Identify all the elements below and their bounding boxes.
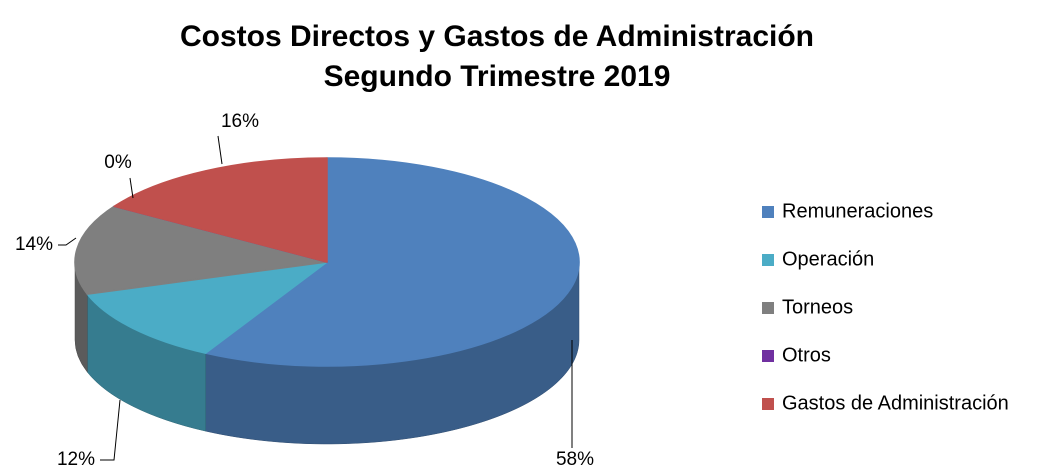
chart-title: Costos Directos y Gastos de Administraci…: [180, 20, 814, 53]
data-label: 16%: [221, 111, 259, 132]
pie-slice: [86, 261, 328, 354]
legend-label: Remuneraciones: [782, 200, 933, 222]
legend-label: Otros: [782, 344, 831, 366]
legend-swatch: [762, 350, 774, 362]
legend-label: Operación: [782, 248, 874, 270]
legend-swatch: [762, 398, 774, 410]
pie-slice: [74, 205, 328, 295]
pie-slice: [204, 157, 580, 367]
legend-label: Gastos de Administración: [782, 392, 1009, 414]
legend-swatch: [762, 206, 774, 218]
legend-label: Torneos: [782, 296, 853, 318]
leader-line: [217, 135, 223, 165]
data-label: 12%: [57, 449, 95, 468]
data-label: 0%: [104, 152, 132, 173]
legend-swatch: [762, 254, 774, 266]
leader-line: [58, 237, 77, 246]
data-label: 14%: [15, 234, 53, 255]
data-label: 58%: [556, 449, 594, 468]
leader-line: [129, 177, 134, 199]
leader-line: [100, 399, 121, 461]
pie-slice: [113, 157, 328, 263]
chart-subtitle: Segundo Trimestre 2019: [324, 60, 671, 93]
legend-swatch: [762, 302, 774, 314]
